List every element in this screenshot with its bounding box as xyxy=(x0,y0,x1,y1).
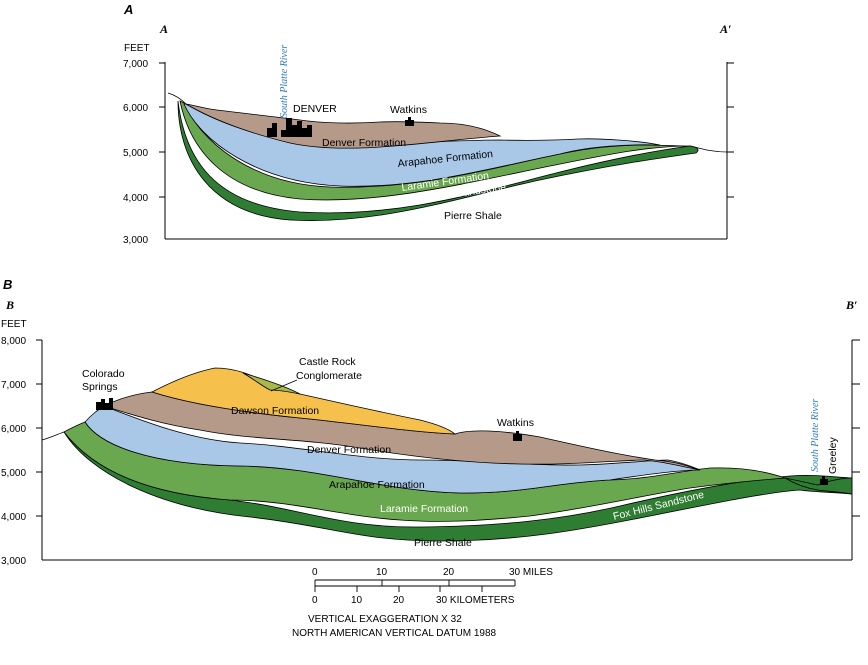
panel-a-laramie-layer xyxy=(179,100,691,201)
panel-a-town-label: Watkins xyxy=(390,104,427,116)
panel-b-colorado-springs-city-symbol xyxy=(96,398,113,410)
panel-b-town2-label: Greeley xyxy=(827,436,839,474)
panel-b: B B B′ FEET 8,000 7,000 6,000 5,000 4,00… xyxy=(1,277,860,567)
panel-b-river-label: South Platte River xyxy=(810,399,821,472)
panel-b-tick-8000: 8,000 xyxy=(1,336,26,347)
panel-b-laramie-formation-label: Laramie Formation xyxy=(380,503,468,515)
panel-a-foxhills-layer xyxy=(177,100,699,221)
scale-miles-10: 10 xyxy=(376,567,388,578)
panel-b-watkins-town-symbol xyxy=(513,431,522,441)
panel-b-city-label-line2: Springs xyxy=(82,381,118,393)
panel-b-greeley-town-symbol xyxy=(820,476,828,485)
panel-b-denver-formation-label: Denver Formation xyxy=(307,444,391,456)
panel-b-arapahoe-layer xyxy=(84,405,701,494)
panel-a-tick-4000: 4,000 xyxy=(123,193,148,204)
panel-a-axis-unit: FEET xyxy=(124,43,150,54)
panel-b-tick-6000: 6,000 xyxy=(1,424,26,435)
panel-b-surface-line xyxy=(41,431,65,441)
panel-b-castle-rock-label-line1: Castle Rock xyxy=(299,356,356,368)
scale-miles-20: 20 xyxy=(443,567,455,578)
scale-datum: NORTH AMERICAN VERTICAL DATUM 1988 xyxy=(292,628,497,639)
panel-b-axis-unit: FEET xyxy=(1,319,27,330)
panel-a-left-end: A xyxy=(159,22,168,36)
scale-km-20: 20 xyxy=(393,595,405,606)
panel-b-town-label: Watkins xyxy=(497,417,534,429)
scale-miles-30: 30 MILES xyxy=(509,567,553,578)
panel-b-letter: B xyxy=(3,277,12,292)
scale-km-30: 30 KILOMETERS xyxy=(436,595,515,606)
scale-km-10: 10 xyxy=(351,595,363,606)
scale-km-0: 0 xyxy=(312,595,318,606)
panel-a-pierre-shale-label: Pierre Shale xyxy=(444,210,502,222)
panel-b-axes xyxy=(36,339,860,561)
panel-a-tick-7000: 7,000 xyxy=(123,59,148,70)
panel-b-castle-rock-leader xyxy=(270,379,298,392)
panel-a-denver-formation-label: Denver Formation xyxy=(322,137,406,149)
panel-a-surface-line xyxy=(167,92,728,153)
panel-a-denver-layer xyxy=(185,103,502,149)
panel-b-tick-3000: 3,000 xyxy=(1,556,26,567)
panel-a-watkins-town-symbol xyxy=(405,117,414,126)
panel-a-axes xyxy=(159,62,734,240)
panel-a-river-label: South Platte River xyxy=(279,45,290,118)
scale-bar: 0 10 20 30 MILES 0 10 20 30 KILOMETERS V… xyxy=(292,567,553,639)
panel-b-tick-4000: 4,000 xyxy=(1,512,26,523)
panel-a-tick-3000: 3,000 xyxy=(123,235,148,246)
panel-b-dawson-layer xyxy=(150,367,457,435)
panel-a: A A A′ FEET 7,000 6,000 5,000 4,000 3,00… xyxy=(123,2,734,246)
panel-a-letter: A xyxy=(123,2,133,17)
panel-b-castle-rock-layer xyxy=(242,372,301,395)
panel-a-denver-city-symbol xyxy=(267,118,312,137)
panel-b-arapahoe-formation-label: Arapahoe Formation xyxy=(329,479,425,491)
panel-b-dawson-formation-label: Dawson Formation xyxy=(231,405,319,417)
panel-b-city-label-line1: Colorado xyxy=(82,368,125,380)
panel-a-city-label: DENVER xyxy=(293,103,337,115)
panel-b-laramie-right-tail xyxy=(784,477,853,495)
panel-b-tick-5000: 5,000 xyxy=(1,468,26,479)
panel-a-tick-6000: 6,000 xyxy=(123,103,148,114)
panel-b-left-end: B xyxy=(5,298,14,312)
panel-b-pierre-shale-label: Pierre Shale xyxy=(414,537,472,549)
panel-b-castle-rock-label-line2: Conglomerate xyxy=(296,370,362,382)
panel-a-tick-5000: 5,000 xyxy=(123,148,148,159)
panel-a-right-end: A′ xyxy=(719,22,731,36)
panel-b-right-end: B′ xyxy=(845,298,857,312)
panel-b-tick-7000: 7,000 xyxy=(1,380,26,391)
scale-exaggeration: VERTICAL EXAGGERATION X 32 xyxy=(308,614,462,625)
scale-miles-0: 0 xyxy=(312,567,318,578)
